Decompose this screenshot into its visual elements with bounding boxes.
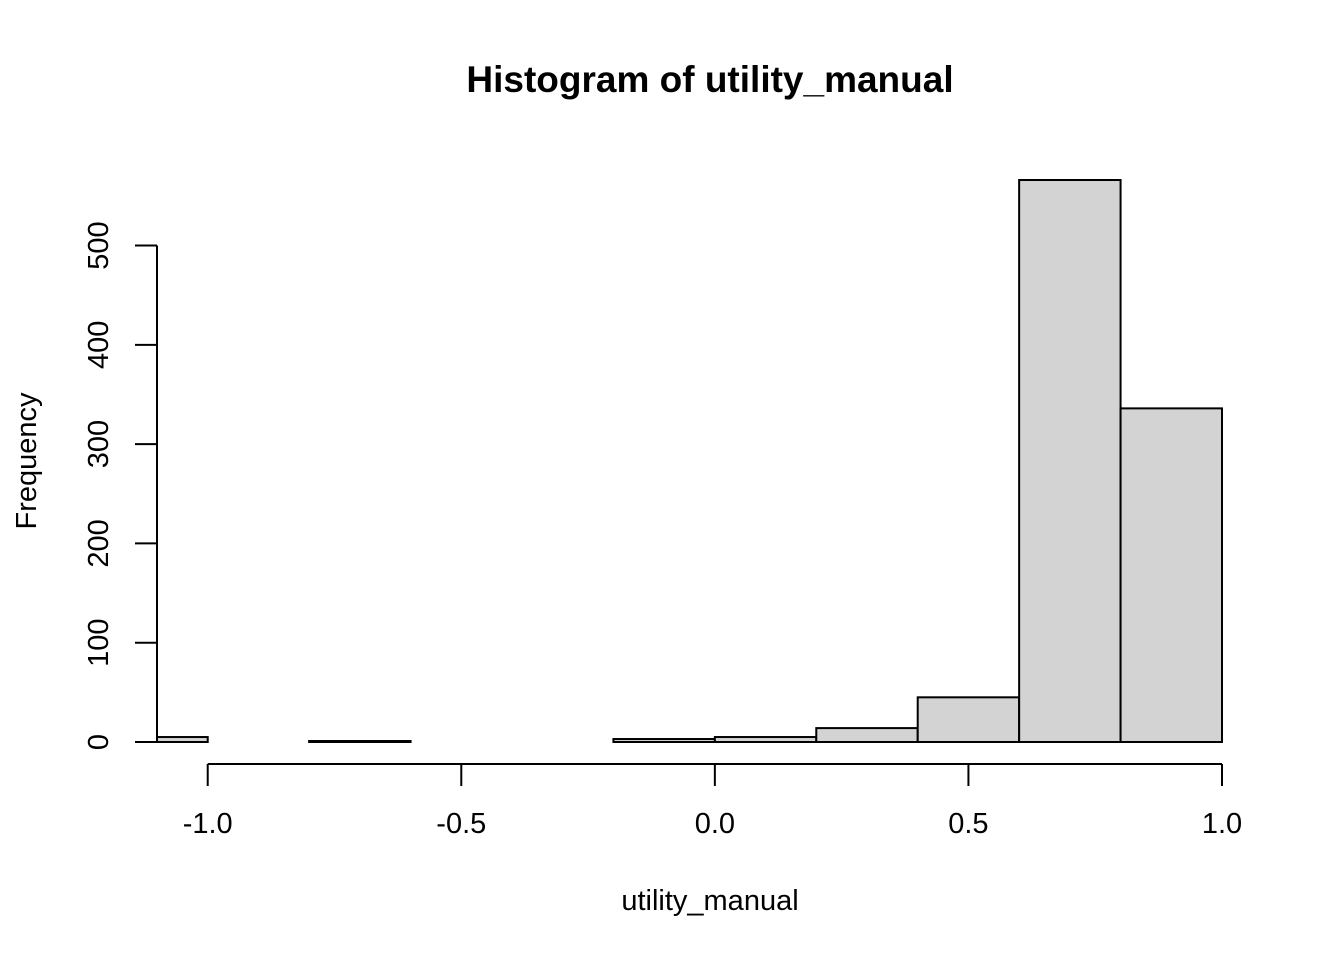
x-axis-label: utility_manual xyxy=(621,885,798,917)
y-tick-label: 0 xyxy=(83,734,115,750)
histogram-bar xyxy=(1119,407,1223,743)
y-tick-label: 400 xyxy=(83,321,115,369)
histogram-bar xyxy=(815,727,919,743)
chart-title: Histogram of utility_manual xyxy=(466,59,953,100)
x-tick-label: -1.0 xyxy=(183,808,233,840)
y-axis-label: Frequency xyxy=(11,392,43,530)
histogram-bar xyxy=(916,696,1021,743)
x-axis: -1.0 -0.5 0.0 0.5 1.0 xyxy=(183,763,1242,840)
histogram-bar xyxy=(612,738,716,743)
y-tick-label: 100 xyxy=(83,619,115,667)
y-tick-label: 500 xyxy=(83,221,115,269)
histogram-bar xyxy=(1018,179,1122,743)
x-tick-label: -0.5 xyxy=(436,808,486,840)
x-tick-label: 0.5 xyxy=(948,808,988,840)
y-axis: 0 100 200 300 400 500 xyxy=(83,221,158,750)
histogram-bar xyxy=(156,736,209,744)
x-tick-label: 1.0 xyxy=(1202,808,1242,840)
y-tick-label: 200 xyxy=(83,519,115,567)
y-tick-label: 300 xyxy=(83,420,115,468)
histogram-bar xyxy=(308,740,412,744)
histogram-bar xyxy=(713,736,818,744)
x-tick-label: 0.0 xyxy=(695,808,735,840)
bars-group xyxy=(156,179,1223,744)
